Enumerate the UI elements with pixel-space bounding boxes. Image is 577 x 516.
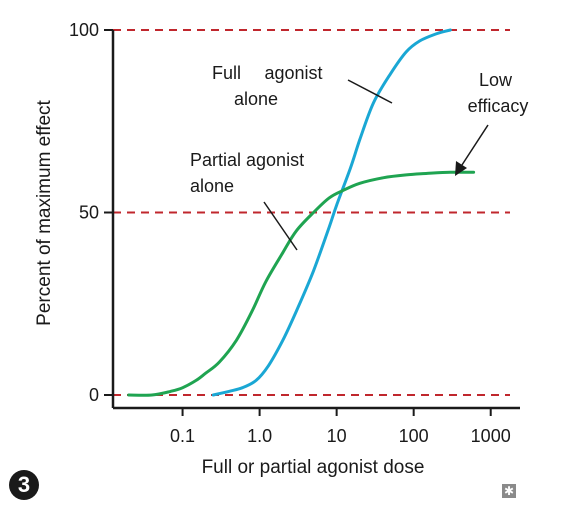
series-line-partial-agonist [129,172,474,395]
x-tick-label: 100 [399,426,429,446]
annotation-partial-agonist: Partial agonist alone [190,150,309,250]
y-tick-label: 50 [79,203,99,223]
annotation-partial-agonist-line-2: alone [190,176,234,196]
y-axis-title: Percent of maximum effect [34,99,55,325]
x-tick-label: 0.1 [170,426,195,446]
annotation-partial-agonist-line-1: Partial agonist [190,150,304,170]
annotation-low-efficacy-line-1: Low [479,70,513,90]
annotation-full-agonist-line-2: agonist [264,63,322,83]
annotation-full-agonist-line-3: alone [234,89,278,109]
figure-number-badge: 3 [9,470,39,500]
annotation-partial-agonist-leader [264,202,297,250]
x-ticks: 0.1 1.0 10 100 1000 [170,408,511,446]
annotation-low-efficacy-arrow [460,125,488,168]
annotation-low-efficacy: Low efficacy [455,70,528,176]
x-tick-label: 1000 [471,426,511,446]
y-ticks: 0 50 100 [69,20,113,405]
annotation-low-efficacy-line-2: efficacy [468,96,529,116]
asterisk-icon: ✱ [502,484,516,498]
y-tick-label: 100 [69,20,99,40]
y-tick-label: 0 [89,385,99,405]
x-tick-label: 10 [327,426,347,446]
annotation-full-agonist-line-1: Full [212,63,241,83]
svg-text:Low efficacy: Low efficacy [468,70,529,116]
x-tick-label: 1.0 [247,426,272,446]
svg-text:Full agonist alone: Full agonist alone [212,63,328,109]
x-axis-title: Full or partial agonist dose [202,457,425,478]
svg-text:Partial agonist alone: Partial agonist alone [190,150,309,196]
annotation-full-agonist: Full agonist alone [212,63,392,109]
